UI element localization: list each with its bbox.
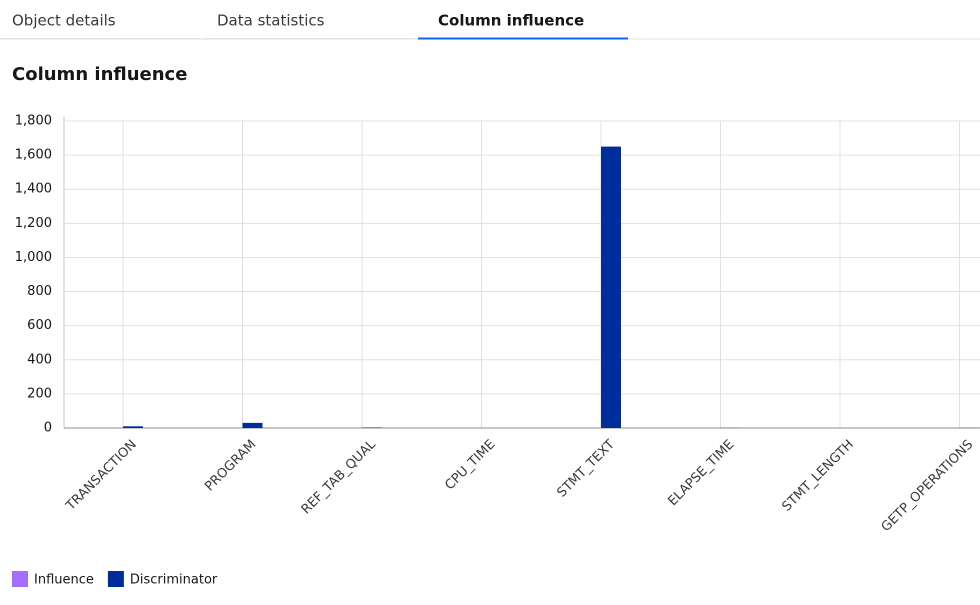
x-tick-label: PROGRAM [202, 437, 259, 494]
y-tick-label: 1,200 [15, 216, 52, 231]
legend-label: Influence [34, 573, 94, 588]
y-tick-label: 200 [27, 386, 52, 401]
x-tick-label: GETP_OPERATIONS [879, 437, 977, 535]
x-tick-label: STMT_TEXT [554, 437, 617, 500]
x-tick-label: CPU_TIME [442, 437, 498, 493]
tab-label: Object details [12, 12, 116, 30]
y-tick-label: 1,800 [15, 114, 52, 129]
bar [601, 147, 621, 428]
bar [123, 426, 143, 428]
x-tick-label: STMT_LENGTH [779, 437, 856, 514]
y-tick-label: 1,400 [15, 182, 52, 197]
bar [362, 427, 382, 428]
tab-label: Column influence [438, 12, 584, 30]
y-tick-label: 400 [27, 352, 52, 367]
legend-swatch [108, 571, 124, 587]
heading: Column influence [12, 64, 187, 85]
bar [243, 423, 263, 428]
x-tick-label: TRANSACTION [63, 437, 140, 514]
y-tick-label: 1,600 [15, 148, 52, 163]
x-tick-label: REF_TAB_QUAL [299, 437, 380, 518]
y-tick-label: 0 [44, 421, 52, 436]
y-tick-label: 600 [27, 318, 52, 333]
tab-label: Data statistics [217, 12, 325, 30]
x-tick-label: ELAPSE_TIME [665, 437, 737, 509]
legend-swatch [12, 571, 28, 587]
y-tick-label: 1,000 [15, 250, 52, 265]
y-tick-label: 800 [27, 284, 52, 299]
legend-label: Discriminator [130, 573, 218, 588]
